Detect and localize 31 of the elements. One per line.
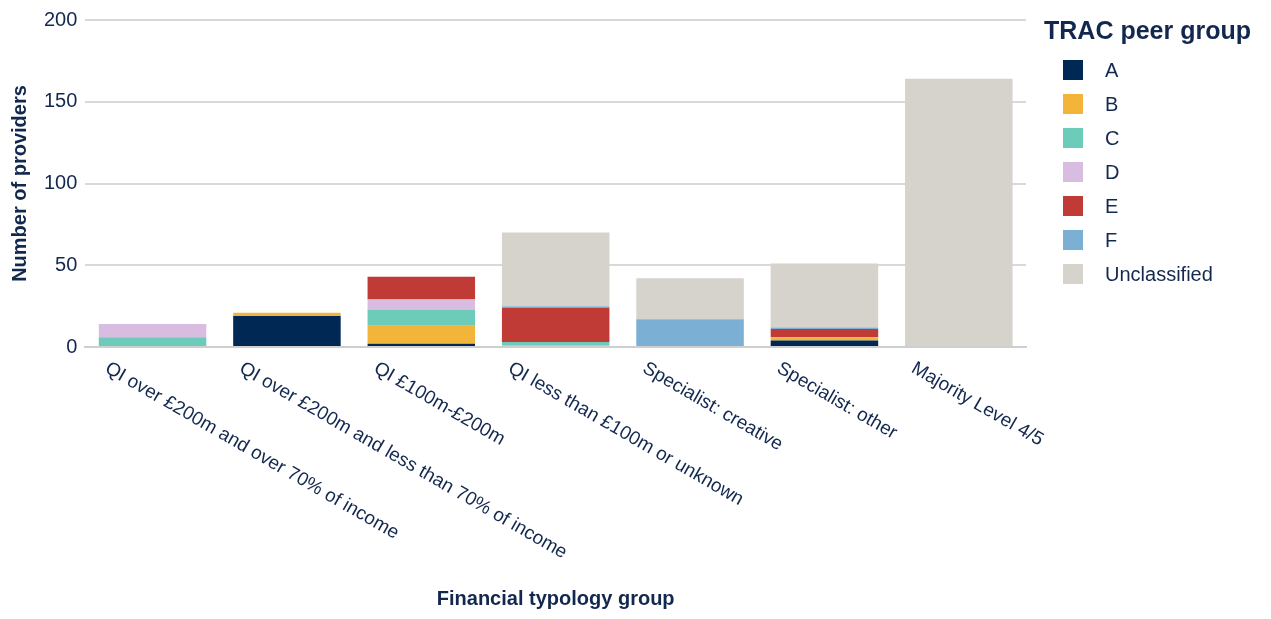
bar xyxy=(367,325,476,344)
y-tick-label: 0 xyxy=(66,334,78,357)
bar xyxy=(367,299,476,310)
legend-label: D xyxy=(1105,160,1120,184)
bar xyxy=(501,232,610,307)
legend-label: Unclassified xyxy=(1105,262,1213,286)
bar xyxy=(770,337,879,341)
legend-label: E xyxy=(1105,194,1119,218)
bar xyxy=(770,340,879,346)
bar xyxy=(636,319,744,346)
legend-label: C xyxy=(1105,126,1120,150)
bar xyxy=(233,312,341,316)
bar xyxy=(636,278,744,320)
bar xyxy=(501,307,610,343)
y-tick-label: 100 xyxy=(43,171,78,194)
bar xyxy=(770,329,879,338)
x-axis-title: Financial typology group xyxy=(436,586,675,609)
bar xyxy=(367,309,476,326)
y-tick-label: 50 xyxy=(55,252,78,275)
bar xyxy=(367,276,476,300)
legend-label: F xyxy=(1105,228,1118,252)
bar xyxy=(98,337,207,346)
legend-label: B xyxy=(1105,92,1119,116)
bar xyxy=(770,263,879,328)
bar xyxy=(233,315,341,346)
legend-title: TRAC peer group xyxy=(1044,16,1251,45)
legend-label: A xyxy=(1105,58,1119,82)
y-tick-label: 150 xyxy=(43,89,78,112)
y-tick-label: 200 xyxy=(43,7,78,30)
bar xyxy=(98,324,207,338)
y-axis-title: Number of providers xyxy=(7,85,30,282)
